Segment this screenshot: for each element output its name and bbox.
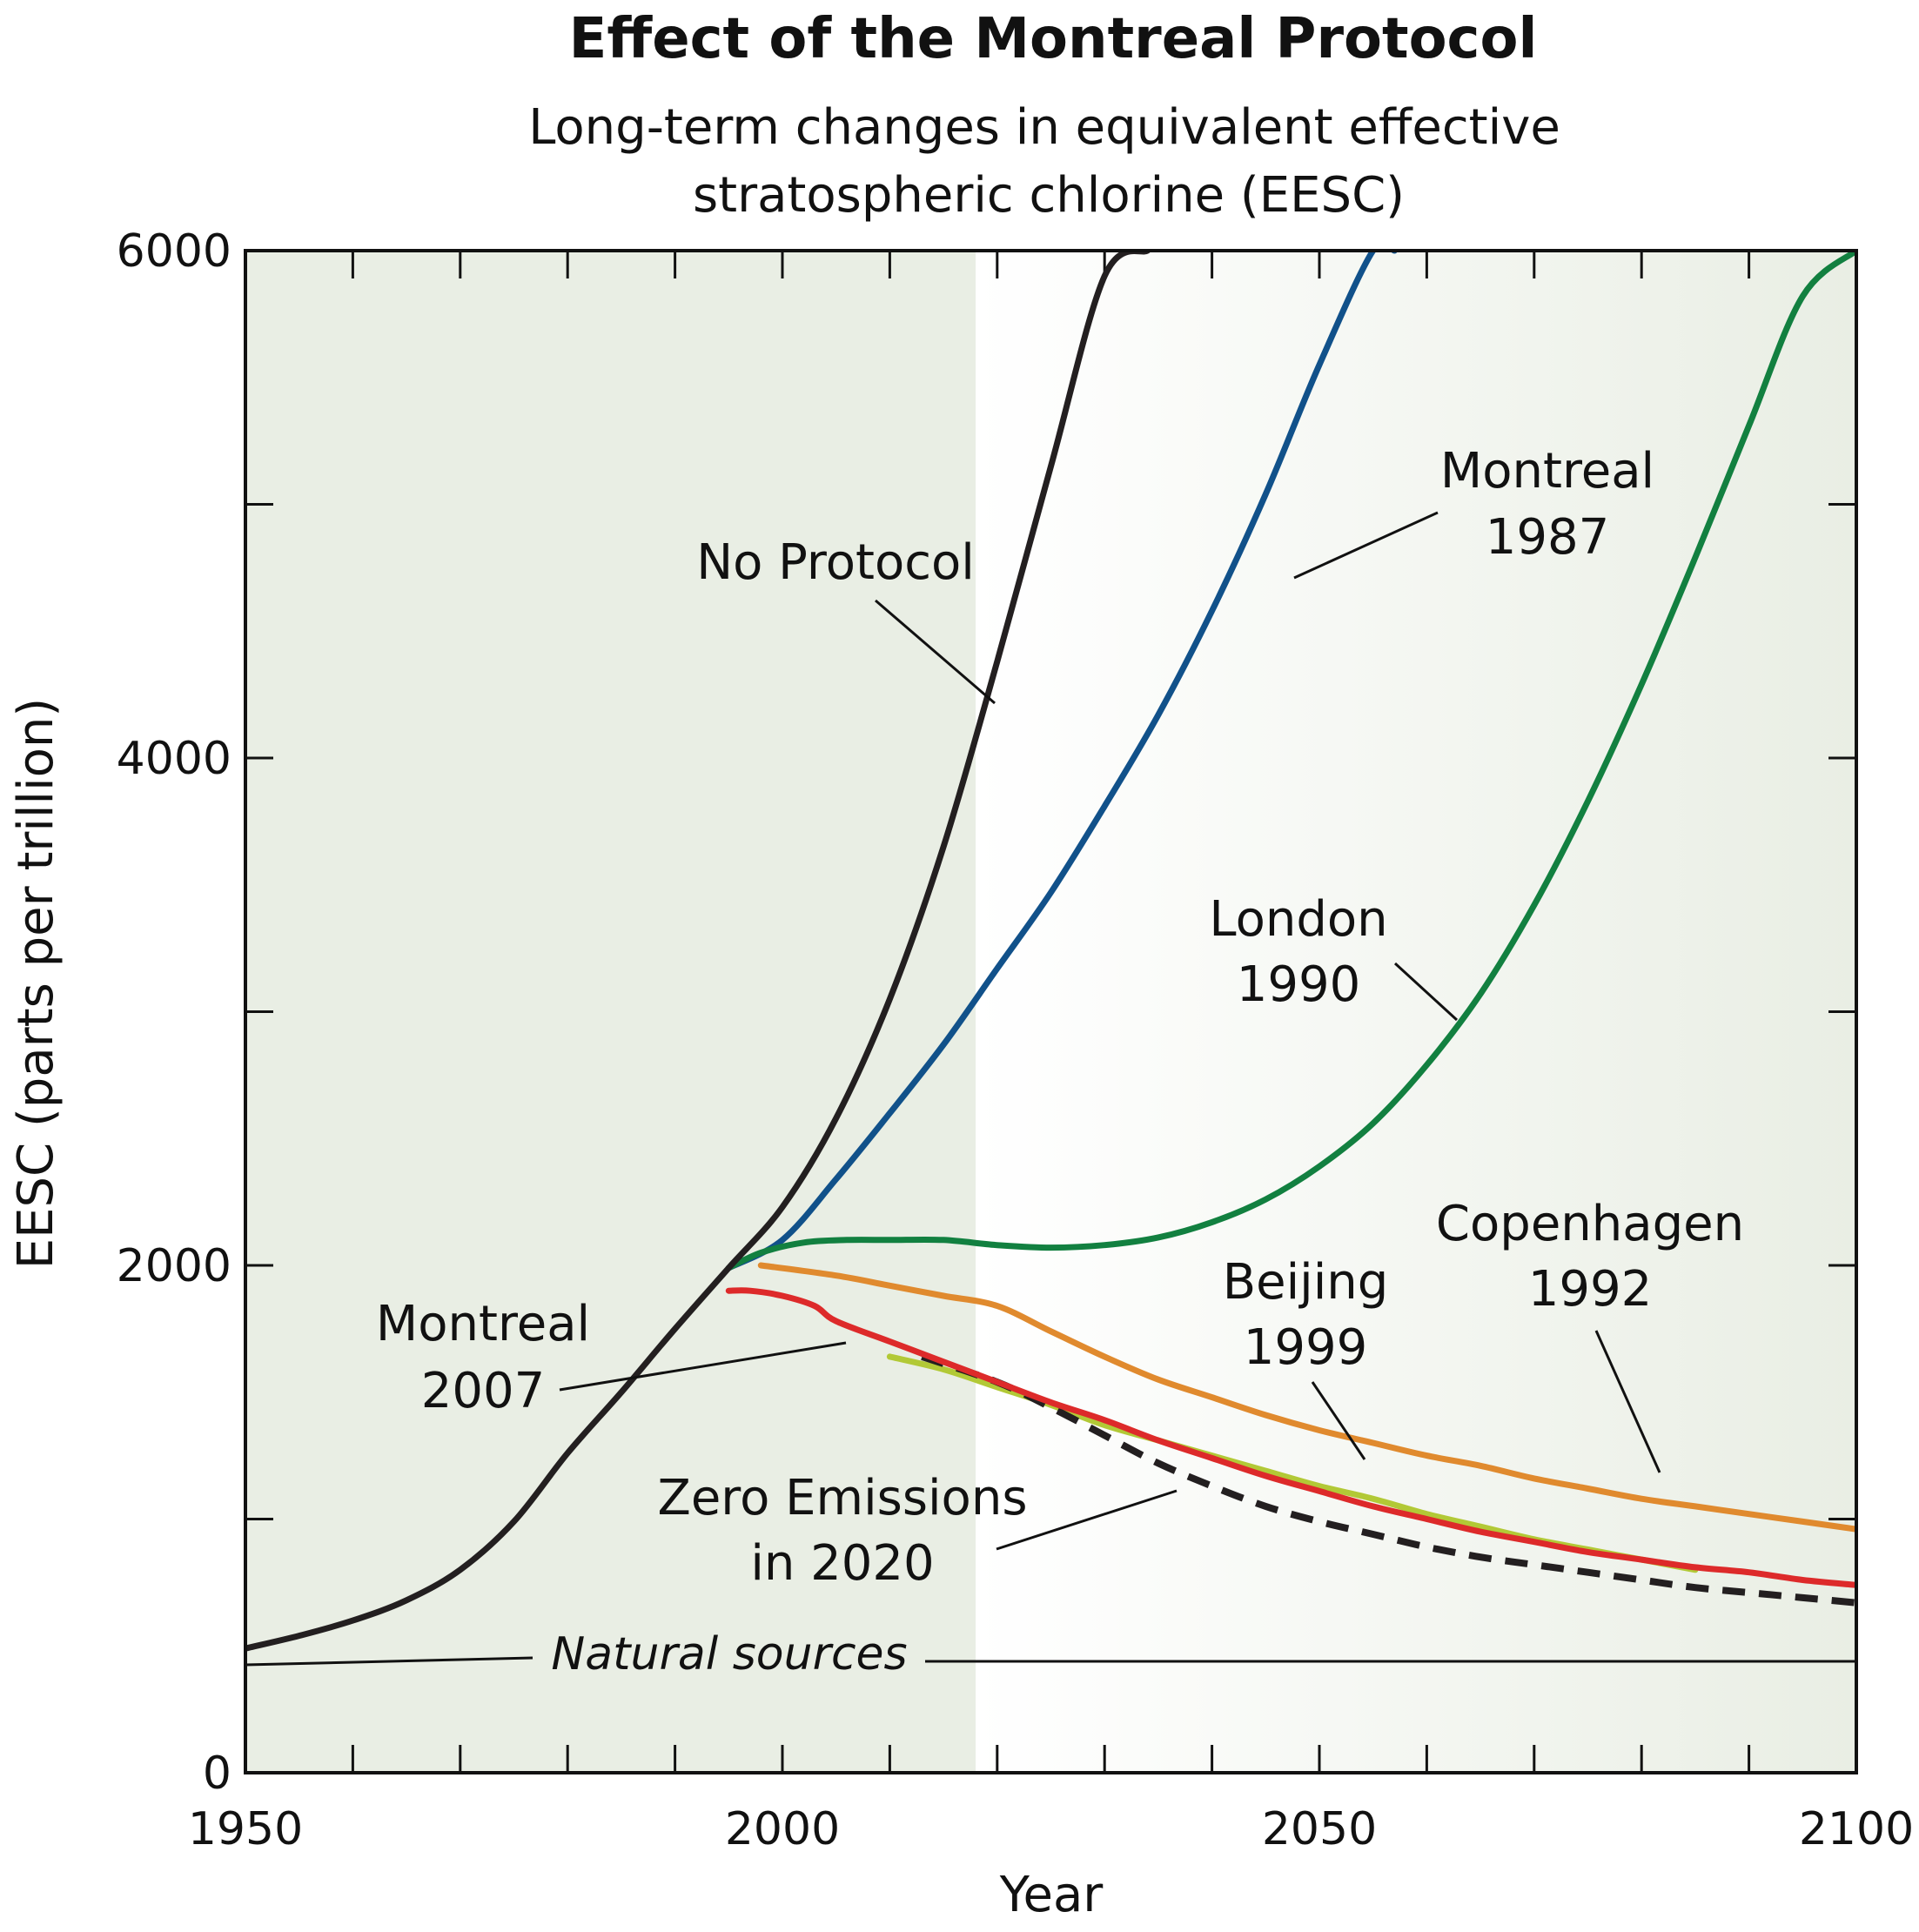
annotation-london-1990-line-2: 1990 bbox=[1237, 956, 1361, 1013]
series-line-london-1990 bbox=[725, 251, 1856, 1271]
chart-title: Effect of the Montreal Protocol bbox=[569, 7, 1538, 71]
leader-montreal-1987 bbox=[1293, 511, 1439, 580]
observed-period-shading bbox=[245, 251, 976, 1773]
y-tick-label: 4000 bbox=[117, 733, 231, 785]
chart-subtitle-line-1: Long-term changes in equivalent effectiv… bbox=[528, 99, 1560, 156]
x-tick-label: 2050 bbox=[1262, 1803, 1377, 1855]
leader-zero-emissions bbox=[996, 1489, 1178, 1551]
annotation-leaders bbox=[245, 511, 1856, 1667]
annotation-no-protocol: No Protocol bbox=[696, 534, 975, 591]
plot-frame bbox=[244, 249, 1858, 1774]
annotation-zero-emissions-line-1: Zero Emissions bbox=[657, 1470, 1027, 1526]
y-tick-label: 0 bbox=[203, 1748, 231, 1800]
leader-montreal-2007 bbox=[559, 1341, 847, 1392]
series-annotations: No Protocol Montreal 1987 London 1990 Co… bbox=[376, 443, 1744, 1680]
annotation-beijing-1999-line-2: 1999 bbox=[1244, 1319, 1368, 1376]
annotation-montreal-1987-line-1: Montreal bbox=[1440, 443, 1654, 500]
y-axis-title: EESC (parts per trillion) bbox=[8, 698, 64, 1270]
annotation-london-1990-line-1: London bbox=[1209, 891, 1387, 948]
leader-natural-sources-left bbox=[245, 1656, 533, 1667]
leader-beijing-1999 bbox=[1311, 1381, 1366, 1460]
annotation-copenhagen-1992-line-2: 1992 bbox=[1528, 1261, 1653, 1318]
y-tick-labels: 0 2000 4000 6000 bbox=[117, 225, 231, 1800]
chart-subtitle-line-2: stratospheric chlorine (EESC) bbox=[693, 167, 1405, 224]
annotation-montreal-2007-line-2: 2007 bbox=[421, 1363, 546, 1419]
series-line-montreal-2007 bbox=[725, 1287, 1856, 1588]
annotation-montreal-1987-line-2: 1987 bbox=[1486, 509, 1610, 566]
x-tick-label: 2000 bbox=[725, 1803, 840, 1855]
x-axis-title: Year bbox=[999, 1867, 1104, 1923]
y-tick-label: 2000 bbox=[117, 1240, 231, 1292]
annotation-copenhagen-1992-line-1: Copenhagen bbox=[1436, 1196, 1744, 1252]
annotation-montreal-2007-line-1: Montreal bbox=[376, 1296, 590, 1352]
annotation-beijing-1999-line-1: Beijing bbox=[1223, 1254, 1389, 1311]
x-tick-labels: 1950 2000 2050 2100 bbox=[188, 1803, 1914, 1855]
series-line-copenhagen-1992 bbox=[757, 1262, 1856, 1533]
series-line-no-protocol bbox=[245, 251, 1151, 1652]
leader-london-1990 bbox=[1393, 962, 1459, 1022]
y-tick-label: 6000 bbox=[117, 225, 231, 278]
leader-no-protocol bbox=[875, 599, 996, 705]
annotation-natural-sources: Natural sources bbox=[551, 1628, 907, 1680]
series-layer bbox=[245, 251, 1856, 1652]
series-line-zero-emissions-in-2020 bbox=[921, 1353, 1856, 1607]
series-line-montreal-1987 bbox=[725, 251, 1398, 1271]
leader-copenhagen-1992 bbox=[1594, 1330, 1661, 1473]
x-tick-label: 1950 bbox=[188, 1803, 303, 1855]
x-tick-label: 2100 bbox=[1799, 1803, 1914, 1855]
annotation-zero-emissions-line-2: in 2020 bbox=[750, 1535, 934, 1592]
plot-background bbox=[245, 251, 1856, 1773]
